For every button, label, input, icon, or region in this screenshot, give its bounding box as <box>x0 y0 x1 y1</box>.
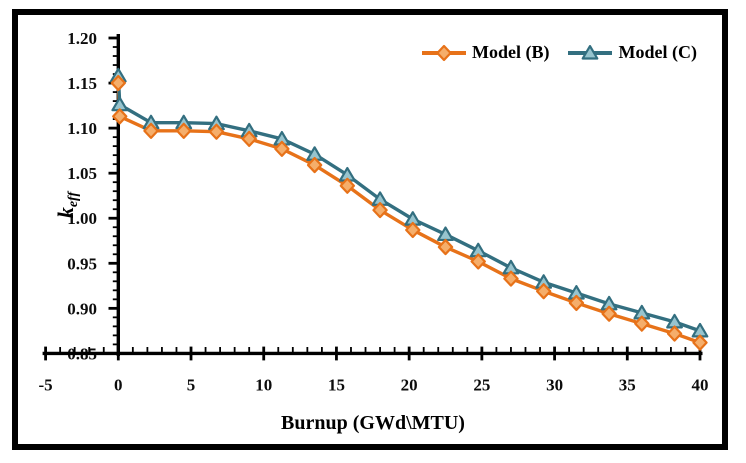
diamond-data-marker <box>274 140 290 157</box>
diamond-data-marker <box>437 238 454 256</box>
legend-entry-model-c: Model (C) <box>567 42 697 63</box>
y-tick-label: 1.20 <box>67 29 97 48</box>
diamond-data-marker <box>535 283 552 300</box>
diamond-data-marker <box>666 325 683 342</box>
x-tick-label: 35 <box>619 376 636 395</box>
diamond-data-marker <box>568 294 585 312</box>
legend-label-model-c: Model (C) <box>618 42 697 62</box>
diamond-data-marker <box>306 156 323 174</box>
x-tick-label: 25 <box>473 376 490 395</box>
x-tick-label: 10 <box>255 376 272 395</box>
y-axis-title: keff <box>51 175 81 235</box>
y-axis-title-subscript: eff <box>66 191 81 208</box>
y-tick-label: 1.00 <box>67 209 97 228</box>
diamond-marker-icon <box>422 44 466 61</box>
legend-marker <box>436 44 452 61</box>
diamond-data-marker <box>208 123 225 140</box>
y-axis-title-main: k <box>53 207 78 219</box>
legend-entry-model-b: Model (B) <box>421 42 549 63</box>
legend-marker <box>582 44 599 60</box>
diamond-data-marker <box>143 122 159 139</box>
x-tick-label: 40 <box>692 376 709 395</box>
x-tick-label: -5 <box>39 376 53 395</box>
y-tick-label: 1.15 <box>67 74 97 93</box>
x-tick-label: 20 <box>401 376 418 395</box>
x-tick-label: 15 <box>328 376 345 395</box>
diamond-data-marker <box>601 305 617 322</box>
y-tick-label: 1.10 <box>67 119 97 138</box>
diamond-data-marker <box>692 334 708 351</box>
diamond-data-marker <box>470 253 486 270</box>
y-tick-label: 0.95 <box>67 254 97 273</box>
diamond-data-marker <box>372 202 388 219</box>
diamond-data-marker <box>503 270 519 287</box>
x-tick-label: 0 <box>114 376 123 395</box>
legend: Model (B) Model (C) <box>421 42 697 63</box>
diamond-data-marker <box>112 108 128 125</box>
y-tick-label: 1.05 <box>67 164 97 183</box>
x-tick-label: 30 <box>546 376 563 395</box>
series-line-model-c <box>116 74 702 333</box>
triangle-marker-icon <box>568 44 613 60</box>
x-tick-label: 5 <box>187 376 196 395</box>
diamond-data-marker <box>339 177 356 194</box>
diamond-data-marker <box>241 130 257 148</box>
x-axis-title: Burnup (GWd\MTU) <box>281 412 465 434</box>
diamond-data-marker <box>405 221 421 239</box>
diamond-data-marker <box>110 74 126 92</box>
diamond-data-marker <box>634 315 650 332</box>
legend-label-model-b: Model (B) <box>472 42 550 62</box>
diamond-data-marker <box>176 122 192 139</box>
y-tick-label: 0.90 <box>67 299 97 318</box>
